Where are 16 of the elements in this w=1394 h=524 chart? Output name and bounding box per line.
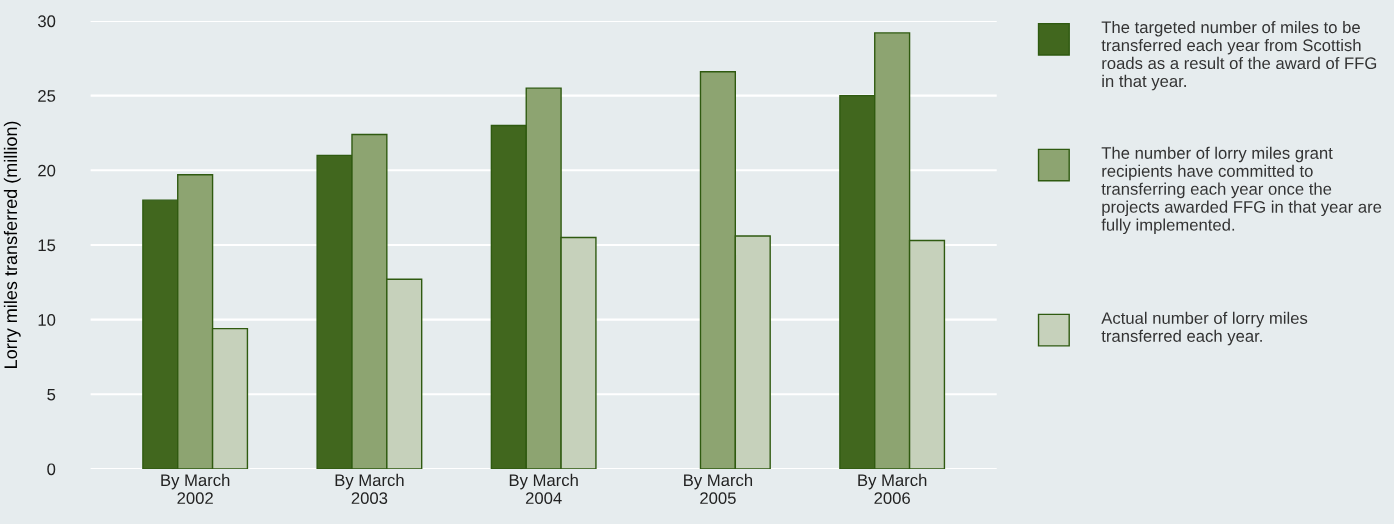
y-tick-label: 10 [38, 314, 56, 326]
y-tick-label: 30 [37, 15, 56, 28]
legend-label: The targeted number of miles to be transferred each year from Scottish roads as a result of the award of FFG in that year. [1101, 20, 1377, 91]
x-tick-label: By March 2006 [858, 473, 927, 505]
legend-label: The number of lorry miles grant recipients have committed to transferring each year once the projects awarded FFG in that year are fully implemented. [1101, 146, 1382, 235]
y-tick-label: 20 [38, 164, 56, 177]
y-axis-title: Lorry miles transferred (million) [3, 121, 21, 368]
y-tick-label: 25 [38, 90, 56, 102]
x-tick-label: By March 2005 [684, 473, 753, 505]
y-tick-label: 15 [38, 239, 56, 252]
y-tick-label: 0 [47, 463, 56, 476]
x-tick-label: By March 2002 [161, 473, 230, 505]
x-tick-label: By March 2003 [335, 473, 404, 505]
y-tick-label: 5 [47, 388, 56, 401]
legend-label: Actual number of lorry miles transferred each year. [1101, 311, 1308, 346]
x-tick-label: By March 2004 [509, 473, 578, 505]
